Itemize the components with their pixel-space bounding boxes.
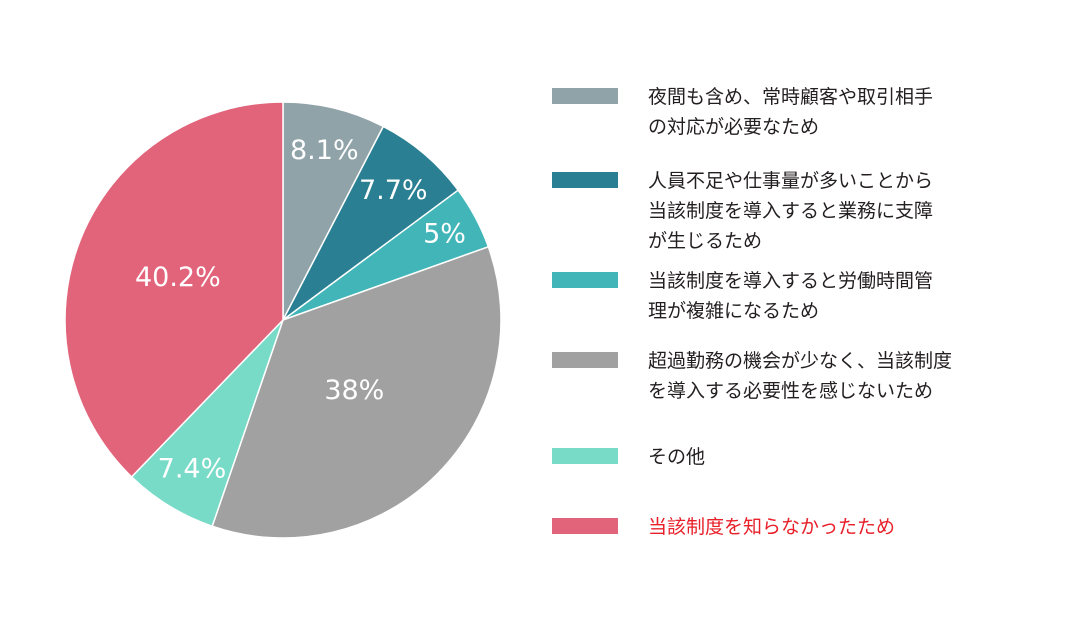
pie-data-label: 7.7%	[359, 175, 428, 206]
pie-slice	[282, 125, 460, 321]
pie-data-labels: 8.1%7.7% 5% 38% 7.4% 40.2%	[135, 135, 466, 484]
legend-swatch	[552, 272, 618, 288]
legend-swatch	[552, 352, 618, 368]
legend-label: 当該制度を知らなかったため	[648, 516, 896, 538]
pie-data-label: 5%	[423, 218, 466, 249]
pie-data-label: 38%	[324, 375, 384, 406]
legend-swatch	[552, 448, 618, 464]
legend-swatch	[552, 518, 618, 534]
pie-slice	[211, 245, 502, 539]
pie-data-label: 7.4%	[158, 453, 227, 484]
pie-data-label: 8.1%	[290, 135, 359, 166]
legend-label: 超過勤務の機会が少なく、当該制度 を導入する必要性を感じないため	[648, 350, 953, 402]
pie-data-label: 40.2%	[135, 262, 221, 293]
legend-swatch	[552, 172, 618, 188]
legend-label: その他	[648, 446, 706, 468]
pie-slices	[64, 101, 502, 539]
pie-slice	[64, 101, 284, 478]
legend-label: 当該制度を導入すると労働時間管 理が複雑になるため	[648, 270, 934, 322]
legend-swatch	[552, 88, 618, 104]
legend: 夜間も含め、常時顧客や取引相手 の対応が必要なため 人員不足や仕事量が多いことか…	[552, 0, 1052, 618]
legend-label: 人員不足や仕事量が多いことから 当該制度を導入すると業務に支障 が生じるため	[648, 170, 934, 252]
pie-slice	[282, 101, 385, 321]
legend-label: 夜間も含め、常時顧客や取引相手 の対応が必要なため	[648, 86, 934, 138]
